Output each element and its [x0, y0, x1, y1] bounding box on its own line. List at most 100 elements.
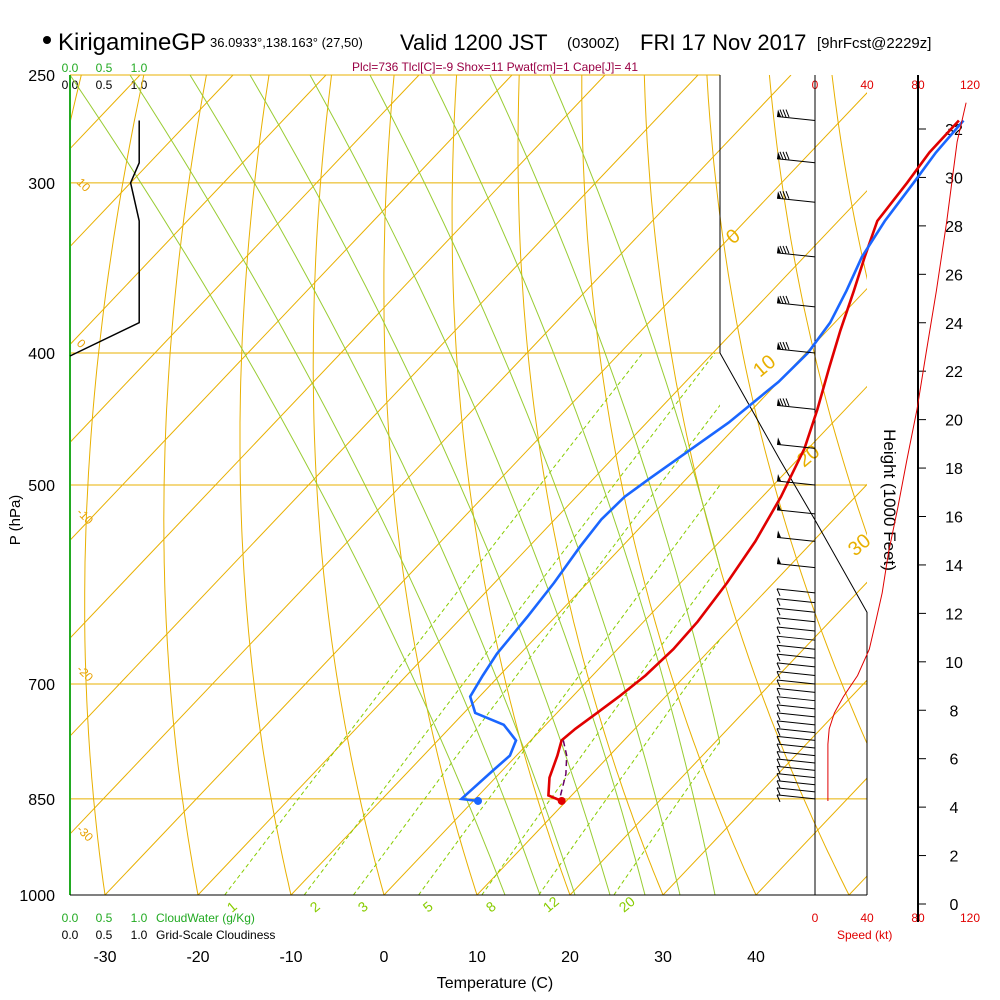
surface-temperature-point — [557, 796, 566, 805]
pressure-tick-label: 300 — [28, 176, 55, 193]
height-tick-label: 10 — [945, 655, 963, 672]
wind-barb-feather — [785, 151, 790, 160]
isotherm-line — [70, 75, 606, 639]
wind-barb-feather — [782, 109, 787, 118]
isotherm-line — [70, 75, 699, 737]
moist-adiabat-line — [549, 75, 720, 570]
mixing-ratio-label: 5 — [420, 898, 436, 915]
wind-barb-shaft — [776, 635, 816, 641]
wind-barb-feather — [776, 787, 781, 796]
cw-tick-0: 0.0 — [62, 61, 79, 75]
dry-adiabat-line — [643, 75, 850, 895]
height-tick-label: 26 — [945, 267, 963, 284]
cloudiness-title: Grid-Scale Cloudiness — [156, 928, 275, 942]
height-tick-label: 22 — [945, 364, 963, 381]
wind-barb-shaft — [776, 712, 816, 718]
isotherm-line — [104, 92, 867, 895]
wind-barb-feather — [782, 191, 787, 199]
surface-dewpoint-point — [473, 796, 482, 805]
wind-barb-feather — [776, 766, 781, 774]
dry-adiabat-line — [768, 75, 867, 537]
wind-barb-shaft — [776, 671, 816, 677]
wind-barb-shaft — [776, 348, 816, 354]
mixing-ratio-lines: 1 2 3 5 8 12 20 — [70, 75, 720, 915]
cloudiness-scale-bottom: 0.0 0.5 1.0 Grid-Scale Cloudiness — [62, 928, 276, 942]
dry-adiabat-line — [239, 75, 292, 895]
forecast-date: FRI 17 Nov 2017 — [640, 30, 806, 55]
dry-adiabat-label: 10 — [749, 351, 780, 382]
dry-adiabat-label: 30 — [844, 530, 875, 561]
wind-barb-feather — [776, 743, 781, 752]
utc-time: (0300Z) — [567, 35, 620, 52]
isotherm-line — [70, 75, 234, 248]
wind-barb-flag — [777, 342, 781, 350]
wind-barb-shaft — [776, 536, 816, 542]
dry-adiabat-line — [163, 75, 207, 895]
speed-tick-bot-1: 40 — [860, 911, 874, 925]
wind-barb-feather — [776, 653, 781, 662]
isotherm-line — [290, 287, 867, 895]
pressure-tick-label: 400 — [28, 346, 55, 363]
wind-barb-feather — [776, 608, 781, 616]
wind-barb-shaft — [776, 509, 816, 515]
station-name: KirigamineGP — [58, 29, 206, 56]
temperature-tick-label: -20 — [186, 949, 209, 966]
isotherm-line — [848, 875, 867, 895]
mixing-ratio-label: 8 — [483, 898, 499, 915]
cw-btick-0: 0.0 — [62, 911, 79, 925]
isotherm-line — [942, 75, 1000, 895]
wind-barb-feather — [779, 341, 784, 350]
cloudwater-scale-bottom: 0.0 0.5 1.0 CloudWater (g/Kg) — [62, 911, 255, 925]
wind-barb-feather — [776, 645, 781, 653]
wind-barb-feather — [776, 626, 781, 635]
wind-barb-shaft — [776, 480, 816, 486]
wind-barb-flag — [777, 437, 781, 445]
moist-adiabat-line — [489, 75, 720, 746]
pressure-tick-labels: 250 300 400 500 700 850 1000 — [19, 68, 55, 905]
wind-barb-feather — [779, 191, 784, 199]
wind-barb-feather — [776, 780, 781, 788]
wind-barb-shaft — [776, 662, 816, 668]
isotherm-group — [70, 75, 1000, 895]
wind-barb-shaft — [776, 617, 816, 623]
isotherm-label: -10 — [74, 505, 96, 527]
temperature-tick-label: 10 — [468, 949, 486, 966]
wind-barb-feather — [782, 341, 787, 350]
moist-adiabat-line — [309, 75, 646, 895]
mixing-ratio-label: 12 — [540, 893, 562, 915]
temperature-tick-label: -30 — [93, 949, 116, 966]
wind-barb-shaft — [776, 653, 816, 659]
station-coords: 36.0933°,138.163° (27,50) — [210, 35, 363, 50]
wind-barb-shaft — [776, 751, 816, 757]
wind-barb-flag — [777, 191, 781, 199]
wind-barb-feather — [782, 245, 787, 254]
isotherm-line — [476, 483, 867, 895]
wind-barb-feather — [776, 679, 781, 688]
valid-time: Valid 1200 JST — [400, 30, 548, 55]
isotherm-line — [383, 385, 867, 895]
right-diagonal-frame — [719, 352, 868, 895]
mixing-ratio-label: 2 — [307, 898, 323, 915]
cw-tick-2: 1.0 — [131, 61, 148, 75]
dry-adiabat-line — [383, 75, 478, 895]
temperature-tick-label: 30 — [654, 949, 672, 966]
temperature-tick-labels: -30 -20 -10 0 10 20 30 40 — [93, 949, 765, 966]
wind-barb-shaft — [776, 735, 816, 741]
wind-barb-flag — [777, 556, 781, 564]
cl-btick-0: 0.0 — [62, 928, 79, 942]
wind-barb-feather — [785, 191, 790, 199]
parcel-profile — [559, 737, 568, 796]
dry-adiabat-line — [895, 75, 1000, 895]
wind-barb-feather — [776, 728, 781, 736]
isobar-lines — [70, 74, 867, 896]
dry-adiabat-line — [517, 75, 664, 895]
wind-barb-feather — [776, 794, 781, 803]
wind-barb-feather — [779, 151, 784, 160]
moist-adiabat-line — [429, 75, 716, 895]
mixing-ratio-line — [352, 404, 720, 895]
sounding-profiles — [69, 102, 967, 805]
isotherm-line — [70, 75, 420, 444]
height-tick-label: 18 — [945, 461, 963, 478]
wind-barb-shaft — [776, 158, 816, 164]
